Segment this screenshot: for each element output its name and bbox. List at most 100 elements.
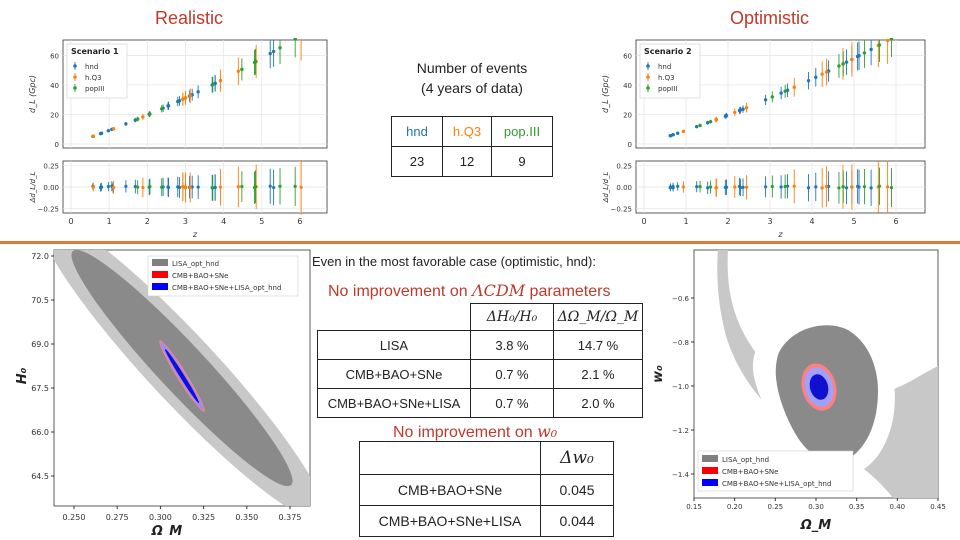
y-tick-label: 0 [628,141,632,149]
residual-point [188,185,192,190]
y-axis-label: H₀ [15,367,30,384]
data-point [877,43,882,47]
legend-swatch [152,271,168,278]
legend-label: popIII [85,85,104,93]
events-value-hnd: 23 [391,146,443,177]
residual-point [676,184,680,188]
x-tick-label: 0.30 [808,503,824,511]
data-point [844,60,849,64]
data-point [211,82,215,87]
data-point [763,98,768,102]
data-point [183,96,188,100]
x-tick-label: 0.375 [279,513,302,522]
data-point [694,124,699,129]
residual-point [738,185,743,189]
legend-marker [646,75,650,79]
hubble-diagram-realistic: 0 20 40 60 0.25 0.00 −0.25 0 1 2 3 4 5 6 z d_L (Gpc) Δd_… [28,38,328,239]
residual-point [862,185,867,189]
legend-label: CMB+BAO+SNe [722,468,778,476]
y-tick-label: 70.5 [31,296,49,305]
h0-value: 0.7 % [470,359,554,389]
residual-point [166,185,171,190]
table-row: CMB+BAO+SNe 0.7 % 2.1 % [317,359,643,389]
residual-point [744,185,749,189]
om-value: 2.0 % [553,388,643,418]
x-tick-label: 0.20 [727,503,743,511]
om-header: ΔΩ_M/Ω_M [553,303,643,331]
residual-point [278,184,282,188]
x-axis-label: Ω_M [151,524,183,536]
residual-point [741,185,745,189]
residual-tick-label: 0.25 [616,162,632,170]
data-point [668,133,673,138]
data-point [675,131,680,135]
data-point [744,105,749,110]
y-tick-label: 0 [55,141,59,149]
data-point [271,49,276,54]
data-point [698,123,702,128]
residual-point [779,185,783,189]
contours [54,250,310,506]
data-point [111,127,116,131]
lcdm-constraints-table: ΔH₀/H₀ ΔΩ_M/Ω_M LISA 3.8 % 14.7 % CMB+BA… [317,303,643,418]
data-point [741,107,745,111]
residual-point [91,185,95,189]
data-point [869,47,873,52]
data-point [240,67,244,72]
table-row: LISA 3.8 % 14.7 % [317,330,643,360]
x-tick-label: 0.350 [235,513,258,522]
x-tick-label: 5 [851,217,856,226]
legend-title: Scenario 2 [644,47,692,56]
legend-label: LISA_opt_hnd [722,456,769,464]
residual-y-axis-label: Δd_L/d_L [602,171,610,203]
table-row: CMB+BAO+SNe+LISA 0.044 [359,505,614,537]
residual-point [211,186,215,190]
y-tick-label: −1.2 [672,427,689,435]
y-tick-label: 60 [623,52,632,60]
hubble-diagram-optimistic: 0 20 40 60 0.25 0.00 −0.25 0 1 2 3 4 5 6 z d_L (Gpc) Δd_… [601,38,926,239]
data-point [733,110,737,115]
x-tick-label: 2 [145,217,150,226]
y-tick-label: 20 [50,111,59,119]
x-axis-label: z [777,230,783,239]
y-tick-label: −1.4 [672,471,690,479]
y-tick-label: 64.5 [31,472,49,481]
data-point [293,38,297,41]
data-point [181,97,185,101]
y-tick-label: 72.0 [31,252,49,261]
w0-header-row: Δw₀ [359,441,614,475]
residual-point [763,185,768,189]
events-value-hq3: 12 [442,146,492,177]
h0-value: 0.7 % [470,388,554,418]
data-point [779,91,783,95]
dw0-value: 0.044 [540,505,614,537]
legend-marker [646,64,650,68]
residual-tick-label: −0.25 [611,206,632,214]
x-tick-label: 6 [297,217,302,226]
h0-omega-contour-plot: 0.250 0.275 0.300 0.325 0.350 0.375 72.0 70.5 69… [15,249,311,536]
legend-label: CMB+BAO+SNe [172,272,228,280]
data-point [135,117,140,121]
data-point [166,104,171,108]
residual-point [671,186,675,190]
legend-label: h.Q3 [658,74,675,82]
row-label: CMB+BAO+SNe+LISA [317,388,471,418]
y-axis-label: d_L (Gpc) [601,75,610,113]
residual-point [141,185,145,190]
residual-point [733,185,737,189]
x-tick-label: 0.40 [890,503,906,511]
legend-box [697,450,854,492]
legend-label: h.Q3 [85,74,102,82]
events-table: hnd h.Q3 pop.III 23 12 9 [391,116,553,177]
residual-point [844,186,849,190]
y-tick-label: 20 [623,111,632,119]
lcdm-no-improvement: No improvement on ΛCDM parameters [328,281,610,301]
legend-swatch [152,283,168,290]
data-point [783,89,787,94]
residual-point [824,184,829,189]
w0-constraints-table: Δw₀ CMB+BAO+SNe 0.045 CMB+BAO+SNe+LISA 0… [359,441,614,537]
residual-point [806,186,811,190]
legend-swatch [702,479,718,486]
lcdm-prefix: No improvement on [328,283,468,300]
residual-point [814,185,818,189]
